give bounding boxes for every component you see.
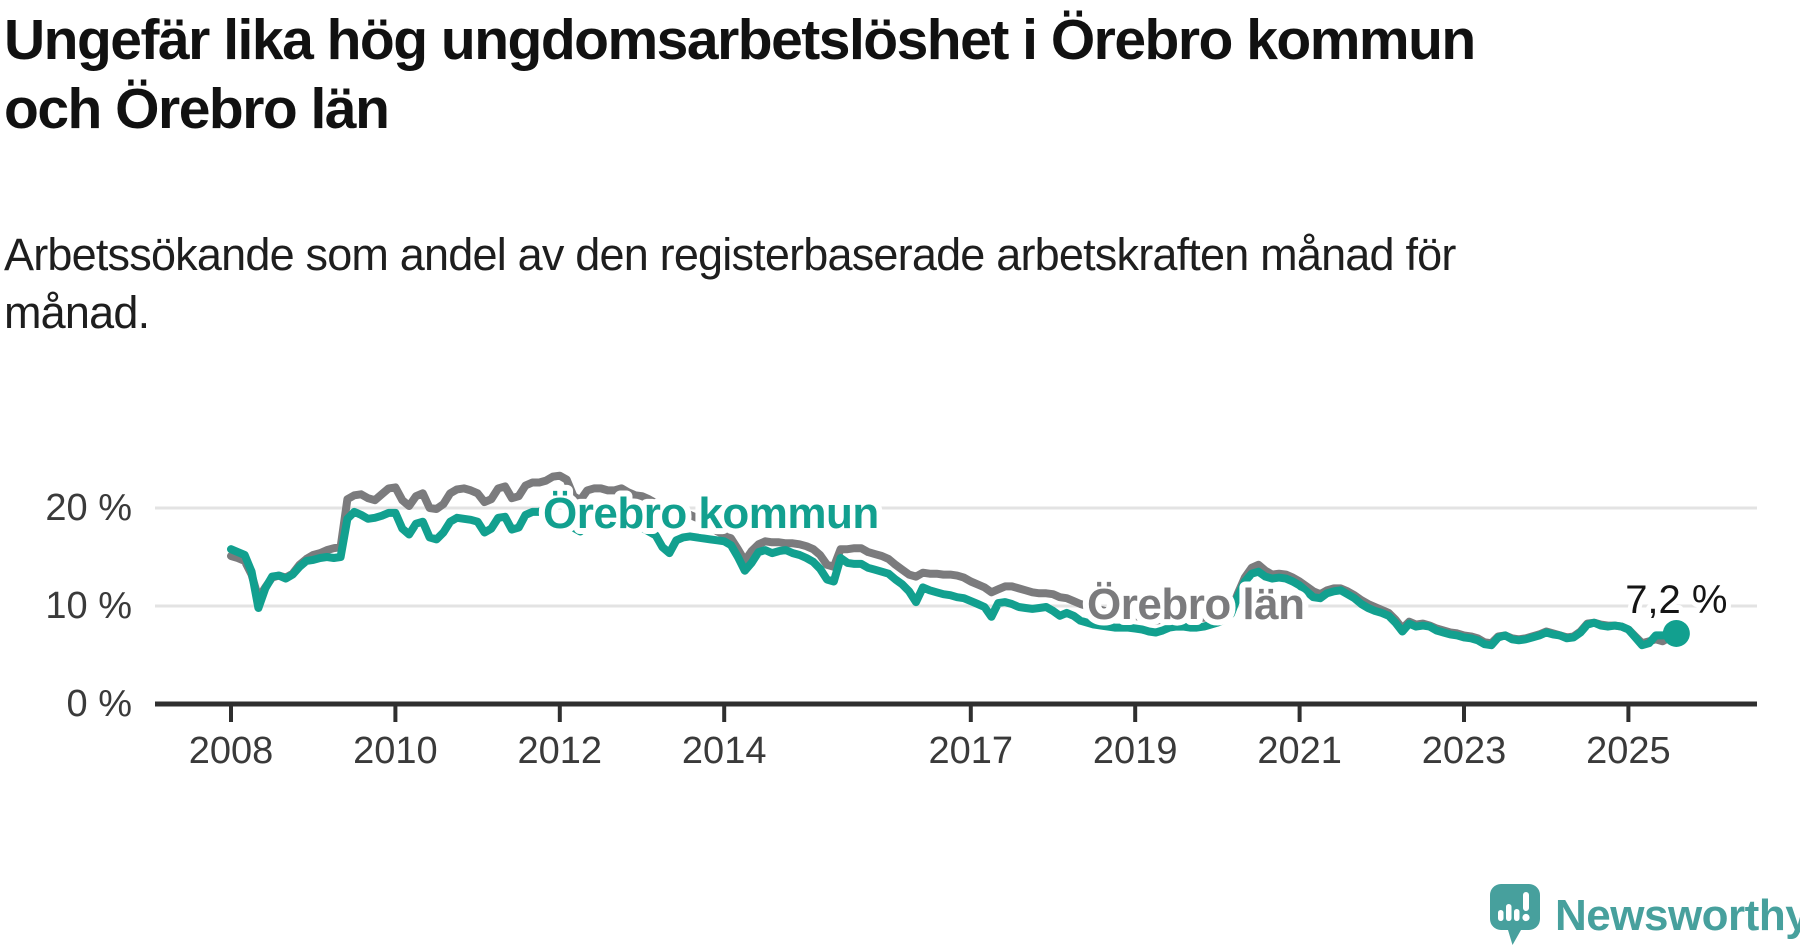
series-line-orebro-kommun (227, 499, 1681, 650)
series-label-orebro-kommun: Örebro kommun (543, 489, 879, 538)
chart-subtitle-line-1: Arbetssökande som andel av den registerb… (4, 229, 1456, 280)
page-title: Ungefär lika hög ungdomsarbetslöshet i Ö… (4, 6, 1476, 144)
x-tick-label-2019: 2019 (1093, 730, 1178, 772)
end-value-label: 7,2 % (1625, 578, 1727, 622)
series-label-orebro-lan: Örebro län (1087, 580, 1305, 629)
chart-subtitle-line-2: månad. (4, 287, 150, 338)
x-tick-label-2014: 2014 (682, 730, 767, 772)
y-tick-label-10: 10 % (45, 585, 132, 627)
x-tick-label-2017: 2017 (929, 730, 1014, 772)
x-tick-label-2012: 2012 (518, 730, 603, 772)
y-tick-label-20: 20 % (45, 487, 132, 529)
x-tick-label-2010: 2010 (353, 730, 438, 772)
x-tick-label-2021: 2021 (1257, 730, 1342, 772)
series-end-dot-orebro-kommun (1662, 619, 1690, 647)
x-tick-label-2008: 2008 (189, 730, 274, 772)
x-tick-label-2023: 2023 (1422, 730, 1507, 772)
page-title-line-2: och Örebro län (4, 77, 390, 141)
newsworthy-logo: Newsworthy (1490, 884, 1800, 948)
chart-subtitle: Arbetssökande som andel av den registerb… (4, 226, 1456, 342)
series-line-orebro-lan (227, 471, 1681, 648)
newsworthy-speech-bubble-bar-chart-icon (1490, 884, 1540, 945)
page-title-line-1: Ungefär lika hög ungdomsarbetslöshet i Ö… (4, 8, 1476, 72)
x-tick-label-2025: 2025 (1586, 730, 1671, 772)
y-tick-label-0: 0 % (67, 683, 132, 725)
newsworthy-logo-text: Newsworthy (1555, 891, 1800, 940)
